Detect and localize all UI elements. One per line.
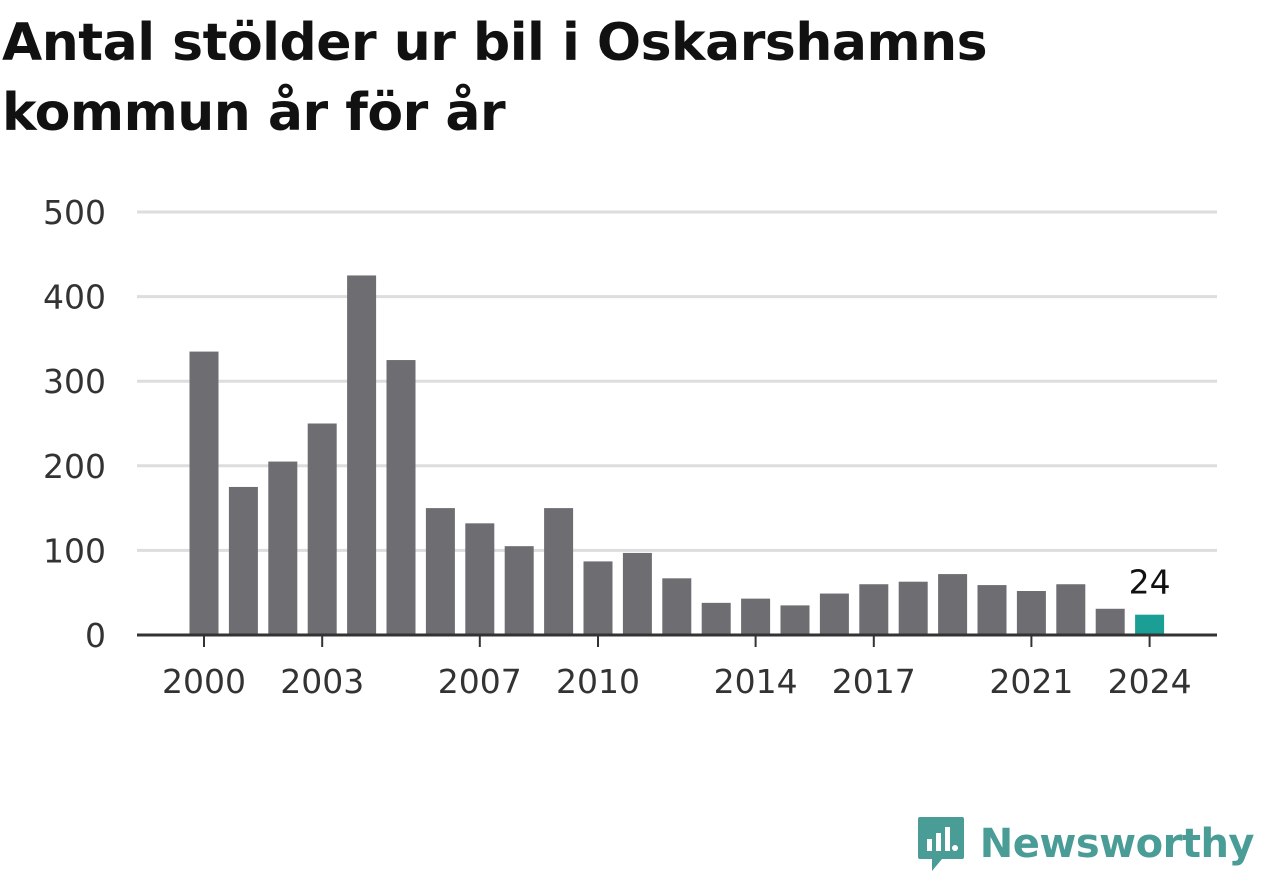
bar-2000	[189, 351, 219, 635]
bar-2020	[977, 585, 1007, 635]
x-tick-label-2000: 2000	[162, 662, 246, 701]
labels: 0 100 200 300 400 500 2000 2003 2007 2010 2014 2017…	[43, 193, 1192, 701]
x-tick-label-2024: 2024	[1108, 662, 1192, 701]
y-tick-label-500: 500	[43, 193, 106, 232]
newsworthy-icon	[917, 817, 964, 871]
newsworthy-logo: Newsworthy	[916, 815, 1255, 873]
x-tick-label-2007: 2007	[438, 662, 522, 701]
bar-2002	[268, 461, 298, 635]
bar-2004	[347, 275, 377, 635]
bar-2023	[1095, 608, 1125, 635]
data-label-2024: 24	[1129, 563, 1171, 602]
bar-2012	[662, 578, 692, 635]
y-tick-label-200: 200	[43, 447, 106, 486]
bar-2003	[307, 423, 337, 635]
bar-2016	[819, 593, 849, 635]
x-tick-label-2014: 2014	[714, 662, 798, 701]
gridlines	[137, 210, 1217, 552]
chart-title: Antal stölder ur bil i Oskarshamns kommu…	[2, 13, 988, 143]
brand-name: Newsworthy	[979, 821, 1255, 867]
bar-2006	[425, 508, 455, 635]
y-tick-label-100: 100	[43, 531, 106, 570]
bar-2014	[741, 598, 771, 635]
bar-2022	[1056, 584, 1086, 635]
bar-2010	[583, 561, 613, 635]
y-tick-label-0: 0	[85, 616, 106, 655]
bar-2008	[504, 546, 534, 635]
bar-2007	[465, 523, 495, 635]
bar-2019	[938, 574, 968, 635]
bar-2005	[386, 360, 416, 635]
bar-2011	[622, 552, 652, 635]
x-tick-label-2017: 2017	[832, 662, 916, 701]
bar-2024	[1135, 614, 1165, 635]
bars	[189, 275, 1165, 635]
bar-2015	[780, 605, 810, 635]
bar-2021	[1016, 591, 1046, 635]
bar-2009	[544, 508, 574, 635]
x-axis	[137, 633, 1217, 647]
y-tick-label-300: 300	[43, 362, 106, 401]
y-tick-label-400: 400	[43, 278, 106, 317]
bar-2018	[898, 581, 928, 635]
x-tick-label-2021: 2021	[989, 662, 1073, 701]
bar-2017	[859, 584, 889, 635]
bar-2001	[228, 486, 258, 635]
x-tick-label-2010: 2010	[556, 662, 640, 701]
x-tick-label-2003: 2003	[280, 662, 364, 701]
bar-2013	[701, 602, 731, 635]
